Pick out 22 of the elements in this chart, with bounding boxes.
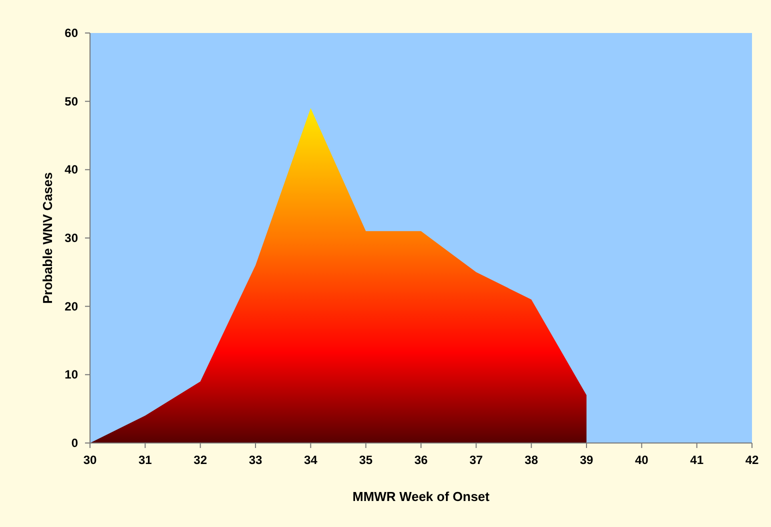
- x-tick-label: 37: [469, 453, 484, 467]
- y-tick-label: 20: [64, 299, 78, 314]
- x-tick-label: 31: [138, 453, 152, 467]
- x-tick-label: 36: [414, 453, 428, 467]
- x-axis-title: MMWR Week of Onset: [352, 489, 490, 504]
- x-tick-label: 30: [83, 453, 97, 467]
- y-tick-label: 60: [64, 26, 78, 40]
- x-tick-label: 35: [359, 453, 373, 467]
- y-axis-title: Probable WNV Cases: [40, 172, 55, 304]
- y-tick-label: 10: [64, 368, 78, 382]
- x-tick-label: 38: [524, 453, 538, 467]
- x-tick-label: 41: [690, 453, 704, 467]
- x-tick-label: 32: [194, 453, 208, 467]
- x-tick-label: 33: [248, 453, 262, 467]
- x-tick-label: 34: [304, 453, 318, 467]
- x-tick-label: 39: [580, 453, 594, 467]
- y-tick-label: 50: [64, 94, 78, 108]
- x-tick-label: 40: [634, 453, 649, 467]
- y-tick-label: 40: [64, 162, 78, 177]
- x-tick-label: 42: [745, 453, 759, 467]
- y-tick-label: 0: [71, 436, 78, 450]
- y-tick-label: 30: [64, 231, 78, 245]
